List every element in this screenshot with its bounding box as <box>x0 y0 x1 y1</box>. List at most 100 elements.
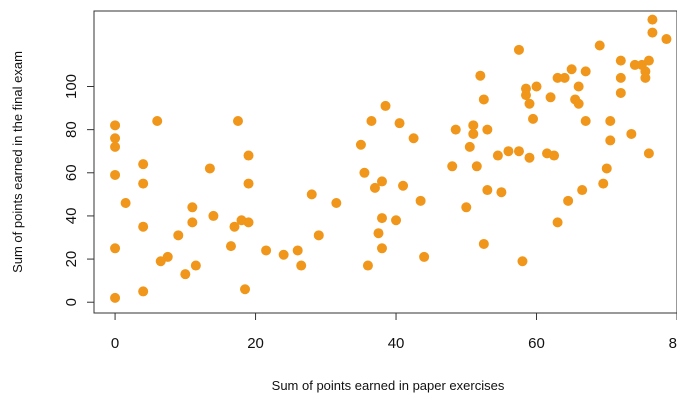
data-point <box>138 286 149 297</box>
data-point <box>208 210 219 221</box>
data-point <box>369 182 380 193</box>
data-point <box>450 124 461 135</box>
y-axis-label: Sum of points earned in the final exam <box>10 51 25 273</box>
data-point <box>138 159 149 170</box>
data-point <box>419 251 430 262</box>
data-point <box>296 260 307 271</box>
data-point <box>415 195 426 206</box>
data-point <box>594 40 605 51</box>
data-point <box>552 72 563 83</box>
y-tick-label: 0 <box>63 298 80 306</box>
data-point <box>110 243 121 254</box>
data-point <box>359 167 370 178</box>
y-tick-label: 100 <box>63 74 80 99</box>
data-point <box>261 245 272 256</box>
data-point <box>373 228 384 239</box>
data-point <box>187 202 198 213</box>
data-point <box>408 133 419 144</box>
data-point <box>478 238 489 249</box>
data-point <box>640 72 651 83</box>
data-point <box>313 230 324 241</box>
data-point <box>110 120 121 131</box>
data-point <box>482 124 493 135</box>
data-point <box>138 178 149 189</box>
data-point <box>391 215 402 226</box>
data-point <box>229 221 240 232</box>
data-point <box>110 141 121 152</box>
data-point <box>278 249 289 260</box>
data-point <box>615 72 626 83</box>
data-point <box>366 116 377 127</box>
data-point <box>605 116 616 127</box>
data-point <box>243 178 254 189</box>
x-axis-label: Sum of points earned in paper exercises <box>272 378 505 393</box>
data-point <box>549 150 560 161</box>
data-point <box>110 169 121 180</box>
data-point <box>577 185 588 196</box>
data-point <box>355 139 366 150</box>
data-point <box>615 55 626 66</box>
data-points <box>110 14 672 303</box>
data-point <box>380 100 391 111</box>
x-tick-label: 0 <box>111 335 119 352</box>
data-point <box>376 213 387 224</box>
y-tick-label: 60 <box>63 164 80 181</box>
data-point <box>232 116 243 127</box>
data-point <box>524 98 535 109</box>
data-point <box>647 27 658 38</box>
data-point <box>643 55 654 66</box>
data-point <box>492 150 503 161</box>
data-point <box>464 141 475 152</box>
data-point <box>162 251 173 262</box>
data-point <box>517 256 528 267</box>
data-point <box>376 243 387 254</box>
data-point <box>573 98 584 109</box>
data-point <box>513 44 524 55</box>
data-point <box>190 260 201 271</box>
data-point <box>306 189 317 200</box>
data-point <box>520 90 531 101</box>
data-point <box>110 133 121 144</box>
y-axis: 0 20 40 60 80 100 <box>63 74 94 306</box>
data-point <box>580 116 591 127</box>
data-point <box>138 221 149 232</box>
data-point <box>152 116 163 127</box>
y-tick-label: 20 <box>63 251 80 268</box>
data-point <box>120 197 131 208</box>
x-tick-label: 60 <box>528 335 545 352</box>
data-point <box>605 135 616 146</box>
data-point <box>243 217 254 228</box>
data-point <box>545 92 556 103</box>
data-point <box>398 180 409 191</box>
data-point <box>482 185 493 196</box>
y-tick-label: 40 <box>63 208 80 225</box>
data-point <box>601 163 612 174</box>
data-point <box>598 178 609 189</box>
data-point <box>187 217 198 228</box>
x-tick-label: 20 <box>247 335 264 352</box>
data-point <box>661 34 672 45</box>
x-axis: 0 20 40 60 80 <box>111 313 677 352</box>
data-point <box>204 163 215 174</box>
data-point <box>394 118 405 129</box>
data-point <box>331 197 342 208</box>
data-point <box>647 14 658 25</box>
plot-frame <box>93 10 677 314</box>
data-point <box>528 113 539 124</box>
data-point <box>468 128 479 139</box>
data-point <box>615 87 626 98</box>
data-point <box>513 146 524 157</box>
data-point <box>524 152 535 163</box>
data-point <box>243 150 254 161</box>
data-point <box>629 59 640 70</box>
data-point <box>563 195 574 206</box>
data-point <box>110 292 121 303</box>
data-point <box>566 64 577 75</box>
data-point <box>240 284 251 295</box>
data-point <box>503 146 514 157</box>
data-point <box>559 72 570 83</box>
data-point <box>180 269 191 280</box>
x-tick-label: 80 <box>669 335 677 352</box>
